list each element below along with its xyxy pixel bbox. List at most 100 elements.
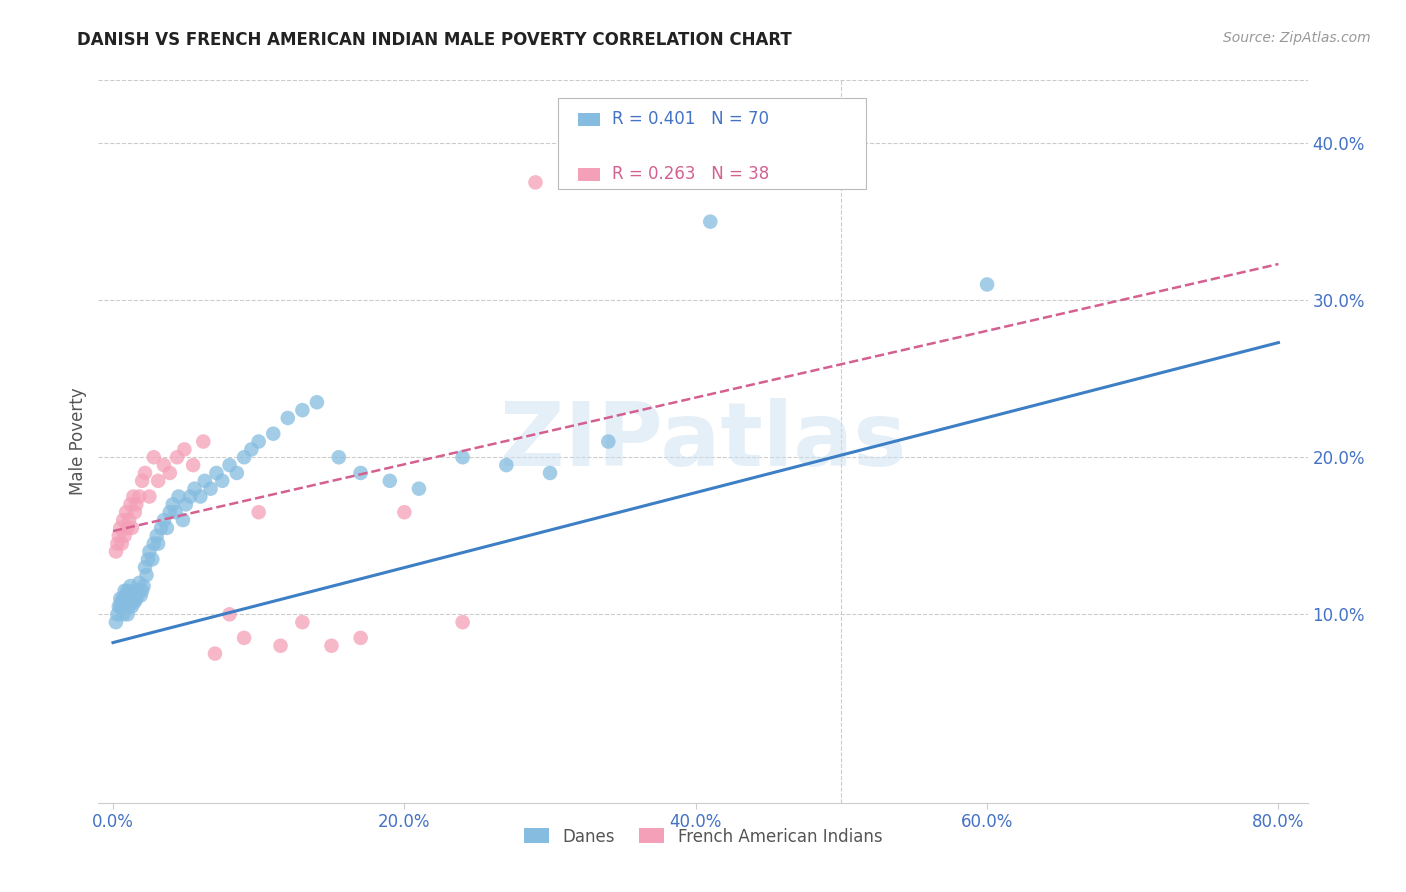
Point: [121, 521, 143, 535]
Point: [108, 599, 131, 614]
Point: [114, 529, 136, 543]
Point: [110, 599, 132, 614]
Point: [115, 505, 138, 519]
Point: [111, 536, 134, 550]
Point: [233, 631, 256, 645]
Point: [121, 599, 143, 614]
Point: [131, 583, 153, 598]
Point: [159, 505, 181, 519]
Point: [125, 591, 148, 606]
Point: [132, 579, 155, 593]
Point: [190, 490, 212, 504]
Text: R = 0.401   N = 70: R = 0.401 N = 70: [613, 111, 769, 128]
Point: [159, 466, 181, 480]
Point: [166, 450, 188, 465]
Point: [112, 607, 135, 622]
Point: [291, 403, 314, 417]
Point: [277, 411, 299, 425]
Point: [117, 607, 139, 622]
Point: [117, 521, 139, 535]
Point: [173, 442, 195, 457]
Point: [114, 595, 136, 609]
Point: [110, 591, 132, 606]
Point: [218, 607, 240, 622]
Legend: Danes, French American Indians: Danes, French American Indians: [517, 821, 889, 852]
Point: [225, 466, 247, 480]
Point: [142, 536, 165, 550]
Point: [111, 595, 134, 609]
Point: [141, 552, 163, 566]
Point: [122, 591, 145, 606]
Point: [240, 442, 263, 457]
Point: [146, 474, 169, 488]
Point: [146, 536, 169, 550]
Point: [172, 513, 194, 527]
Point: [218, 458, 240, 472]
Point: [153, 458, 176, 472]
Point: [135, 568, 157, 582]
Point: [451, 450, 474, 465]
Point: [156, 521, 179, 535]
Point: [165, 505, 187, 519]
Point: [150, 521, 173, 535]
Point: [134, 466, 156, 480]
Point: [524, 175, 547, 189]
Point: [120, 497, 142, 511]
Point: [114, 583, 136, 598]
Point: [142, 450, 165, 465]
FancyBboxPatch shape: [578, 112, 600, 126]
Point: [538, 466, 561, 480]
Point: [699, 214, 721, 228]
Point: [408, 482, 430, 496]
Point: [179, 490, 201, 504]
Point: [167, 490, 190, 504]
Point: [112, 513, 135, 527]
Point: [495, 458, 517, 472]
Point: [110, 521, 132, 535]
Text: ZIPatlas: ZIPatlas: [501, 398, 905, 485]
Point: [108, 529, 131, 543]
Point: [124, 583, 146, 598]
Point: [350, 466, 373, 480]
Point: [194, 474, 217, 488]
Point: [174, 497, 197, 511]
Text: Source: ZipAtlas.com: Source: ZipAtlas.com: [1223, 31, 1371, 45]
Point: [976, 277, 998, 292]
Point: [205, 466, 228, 480]
Point: [105, 607, 128, 622]
Point: [118, 599, 141, 614]
Point: [451, 615, 474, 630]
Point: [394, 505, 416, 519]
FancyBboxPatch shape: [578, 168, 600, 181]
Point: [117, 583, 139, 598]
Point: [233, 450, 256, 465]
Point: [247, 505, 270, 519]
Point: [105, 536, 128, 550]
Point: [270, 639, 292, 653]
Text: DANISH VS FRENCH AMERICAN INDIAN MALE POVERTY CORRELATION CHART: DANISH VS FRENCH AMERICAN INDIAN MALE PO…: [77, 31, 792, 49]
Point: [204, 647, 226, 661]
Point: [138, 490, 160, 504]
Point: [104, 615, 127, 630]
Point: [124, 595, 146, 609]
Point: [598, 434, 620, 449]
Point: [162, 497, 184, 511]
Point: [181, 458, 204, 472]
Point: [112, 591, 135, 606]
Point: [127, 583, 149, 598]
Point: [128, 490, 150, 504]
Point: [118, 591, 141, 606]
Point: [131, 474, 153, 488]
Point: [118, 513, 141, 527]
Point: [138, 544, 160, 558]
Point: [305, 395, 328, 409]
Point: [321, 639, 343, 653]
Point: [115, 589, 138, 603]
Point: [122, 490, 145, 504]
Point: [153, 513, 176, 527]
Point: [136, 552, 159, 566]
Point: [125, 497, 148, 511]
Point: [378, 474, 401, 488]
Point: [129, 589, 152, 603]
Point: [124, 505, 146, 519]
